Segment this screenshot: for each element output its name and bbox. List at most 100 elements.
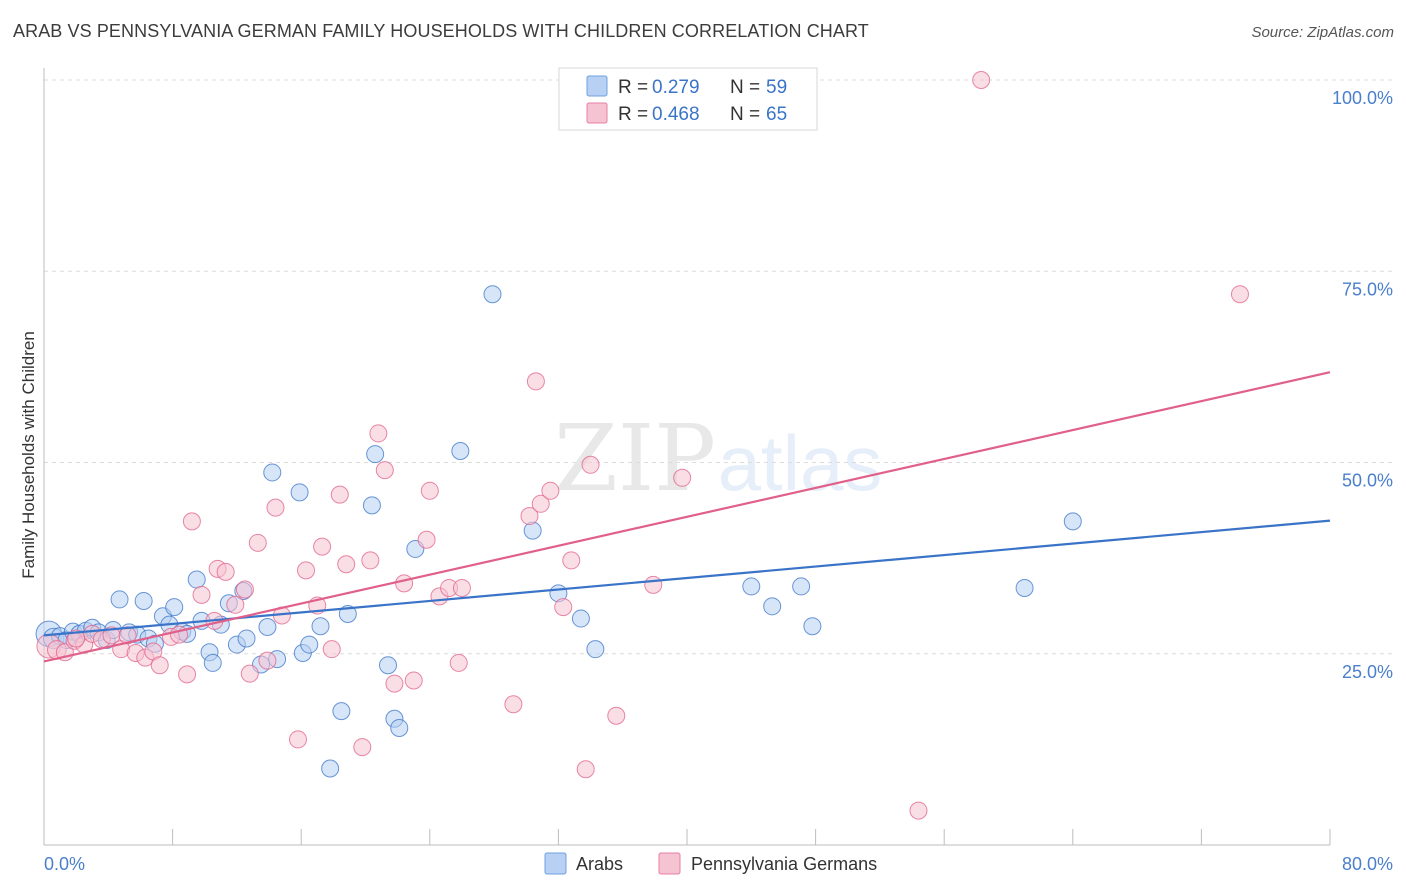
arab-point-53	[742, 577, 761, 596]
pa-german-point-37	[361, 551, 380, 570]
axes	[43, 68, 1331, 846]
pa-german-point-62	[972, 71, 991, 89]
n-value-pennsylvania-germans: 65	[766, 104, 787, 125]
arab-point-45	[390, 718, 409, 737]
arab-point-42	[366, 445, 385, 464]
arab-point-33	[263, 463, 282, 482]
pa-german-point-48	[452, 578, 471, 597]
n-label-arabs: N =	[730, 77, 760, 98]
n-label-pennsylvania-germans: N =	[730, 104, 760, 125]
arab-point-14	[134, 591, 153, 610]
pa-german-point-52	[531, 494, 550, 513]
pa-german-point-16	[178, 665, 197, 684]
arab-point-55	[792, 577, 811, 596]
pa-german-point-47	[449, 653, 468, 672]
pa-german-point-36	[353, 738, 372, 757]
pa-german-point-56	[576, 760, 595, 779]
pa-german-point-64	[67, 629, 86, 648]
chart-title: ARAB VS PENNSYLVANIA GERMAN FAMILY HOUSE…	[13, 21, 869, 41]
y-tick-label-100: 100.0%	[1332, 88, 1393, 108]
pa-german-point-60	[673, 468, 692, 487]
pa-german-point-21	[216, 562, 235, 581]
y-tick-labels: 25.0% 50.0% 75.0% 100.0%	[1332, 88, 1393, 682]
x-tick-label-max: 80.0%	[1342, 854, 1393, 874]
arab-point-25	[203, 653, 222, 672]
pa-german-point-33	[322, 640, 341, 659]
n-value-arabs: 59	[766, 77, 787, 98]
pa-german-point-58	[607, 706, 626, 725]
r-value-arabs: 0.279	[652, 77, 700, 98]
pa-german-point-18	[192, 585, 211, 604]
gridlines	[44, 79, 1393, 655]
arab-point-48	[483, 285, 502, 304]
pa-german-point-39	[375, 461, 394, 480]
watermark-zip: ZIP	[554, 405, 716, 512]
pa-german-point-53	[541, 481, 560, 500]
stats-legend: R = 0.279 N = 59 R = 0.468 N = 65	[558, 67, 818, 131]
arab-point-43	[379, 656, 398, 675]
arab-point-57	[1015, 578, 1034, 597]
arab-point-52	[586, 640, 605, 659]
pa-german-point-49	[504, 695, 523, 714]
r-label-arabs: R =	[618, 77, 648, 98]
pa-german-point-41	[395, 574, 414, 593]
arab-point-11	[110, 590, 129, 609]
y-tick-label-25: 25.0%	[1342, 662, 1393, 682]
pennsylvania-germans-trend-line	[43, 371, 1331, 663]
legend-swatch-pennsylvania-germans	[658, 852, 681, 875]
legend-label-pennsylvania-germans: Pennsylvania Germans	[691, 854, 877, 874]
arab-point-32	[258, 617, 277, 636]
arab-point-51	[571, 609, 590, 628]
pa-german-point-61	[909, 801, 928, 820]
pa-german-point-34	[330, 485, 349, 504]
pa-german-point-38	[369, 424, 388, 443]
trend-lines	[43, 371, 1331, 663]
arabs-trend-line	[43, 519, 1331, 637]
pa-german-point-57	[581, 455, 600, 474]
pennsylvania-germans-points	[36, 71, 1249, 820]
source-label: Source: ZipAtlas.com	[1251, 24, 1394, 41]
pa-german-point-55	[562, 551, 581, 570]
arab-point-49	[523, 521, 542, 540]
legend-swatch-arabs	[544, 852, 567, 875]
arab-point-56	[803, 617, 822, 636]
pa-german-point-26	[258, 651, 277, 670]
pa-german-point-54	[554, 598, 573, 617]
pa-german-point-43	[417, 530, 436, 549]
y-tick-label-50: 50.0%	[1342, 471, 1393, 491]
legend-label-arabs: Arabs	[576, 854, 623, 874]
watermark: ZIP atlas	[554, 405, 882, 512]
arab-point-47	[451, 442, 470, 461]
pa-german-point-13	[150, 656, 169, 675]
arab-point-54	[763, 597, 782, 616]
pa-german-point-44	[420, 481, 439, 500]
pa-german-point-32	[313, 537, 332, 556]
arab-point-30	[237, 629, 256, 648]
pa-german-point-50	[520, 507, 539, 526]
arab-point-59	[321, 759, 340, 778]
pa-german-point-23	[235, 580, 254, 599]
pa-german-point-35	[337, 555, 356, 574]
stats-legend-swatch-arabs	[586, 75, 608, 97]
pa-german-point-24	[240, 664, 259, 683]
pa-german-point-17	[182, 512, 201, 531]
pa-german-point-29	[288, 730, 307, 749]
pa-german-point-40	[385, 674, 404, 693]
stats-legend-swatch-pennsylvania-germans	[586, 102, 608, 124]
arab-point-41	[362, 496, 381, 515]
arab-point-39	[332, 702, 351, 721]
arab-point-22	[187, 570, 206, 589]
arab-point-19	[165, 598, 184, 617]
pa-german-point-51	[526, 372, 545, 391]
r-label-pennsylvania-germans: R =	[618, 104, 648, 125]
arab-point-35	[290, 483, 309, 502]
arab-point-58	[1063, 512, 1082, 531]
pa-german-point-27	[266, 498, 285, 517]
x-tick-label-min: 0.0%	[44, 854, 85, 874]
pa-german-point-25	[248, 533, 267, 552]
series-legend: Arabs Pennsylvania Germans	[544, 852, 877, 875]
pa-german-point-22	[226, 595, 245, 614]
pa-german-point-42	[404, 671, 423, 690]
pa-german-point-63	[1230, 285, 1249, 304]
pa-german-point-30	[297, 561, 316, 580]
